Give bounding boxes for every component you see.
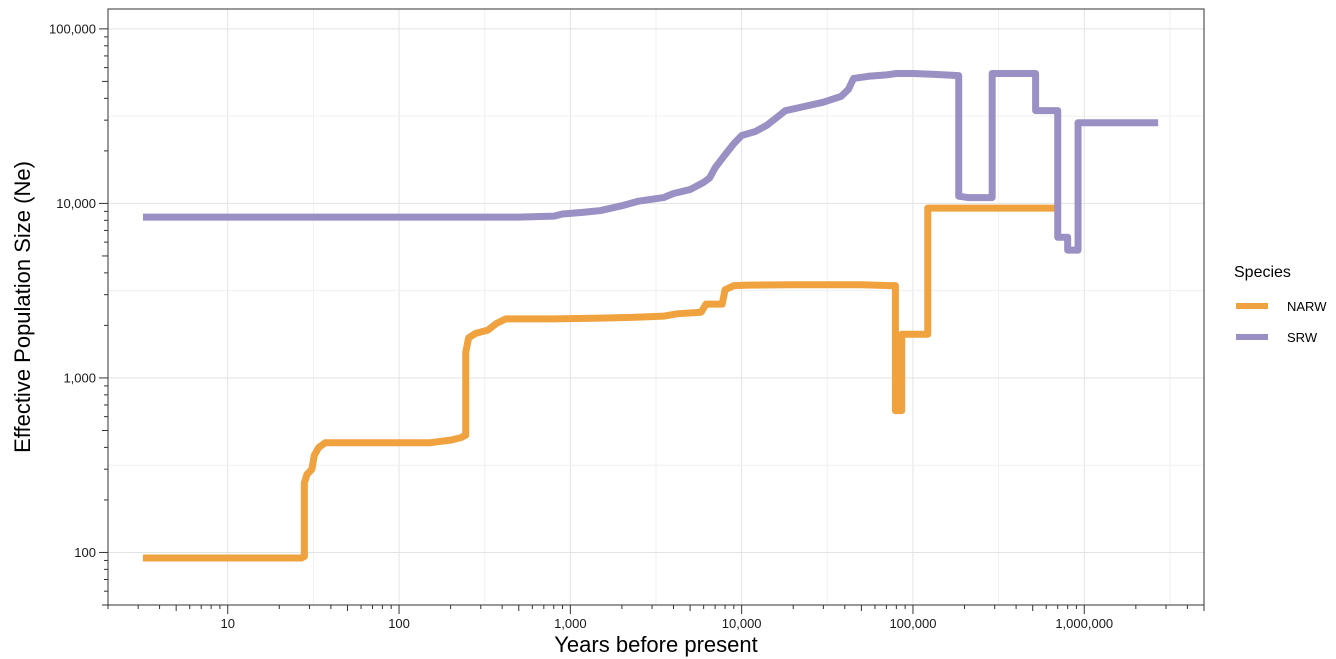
x-tick-label: 100,000 xyxy=(889,616,936,631)
x-axis-title: Years before present xyxy=(554,632,757,657)
x-tick-label: 1,000,000 xyxy=(1055,616,1113,631)
x-axis: 10 100 1,000 10,000 100,000 1,000,000 xyxy=(107,605,1205,631)
y-tick-label: 10,000 xyxy=(56,196,96,211)
x-tick-label: 10 xyxy=(221,616,235,631)
series-line-narw xyxy=(142,204,1058,562)
legend-label-srw: SRW xyxy=(1287,330,1318,345)
legend-title: Species xyxy=(1234,264,1291,281)
y-tick-label: 100 xyxy=(74,545,96,560)
legend-items: NARW SRW xyxy=(1236,299,1327,345)
y-axis-title: Effective Population Size (Ne) xyxy=(10,161,35,453)
x-tick-label: 100 xyxy=(388,616,410,631)
plot-border xyxy=(107,8,1205,606)
y-axis: 100 1,000 10,000 100,000 xyxy=(49,21,108,606)
legend-label-narw: NARW xyxy=(1287,299,1327,314)
y-tick-label: 100,000 xyxy=(49,21,96,36)
series-line-srw xyxy=(142,70,1159,254)
series-lines xyxy=(142,70,1159,562)
y-tick-label: 1,000 xyxy=(63,370,96,385)
gridlines xyxy=(108,9,1204,605)
legend: Species NARW SRW xyxy=(1234,264,1327,345)
x-tick-label: 1,000 xyxy=(554,616,587,631)
x-tick-label: 10,000 xyxy=(722,616,762,631)
